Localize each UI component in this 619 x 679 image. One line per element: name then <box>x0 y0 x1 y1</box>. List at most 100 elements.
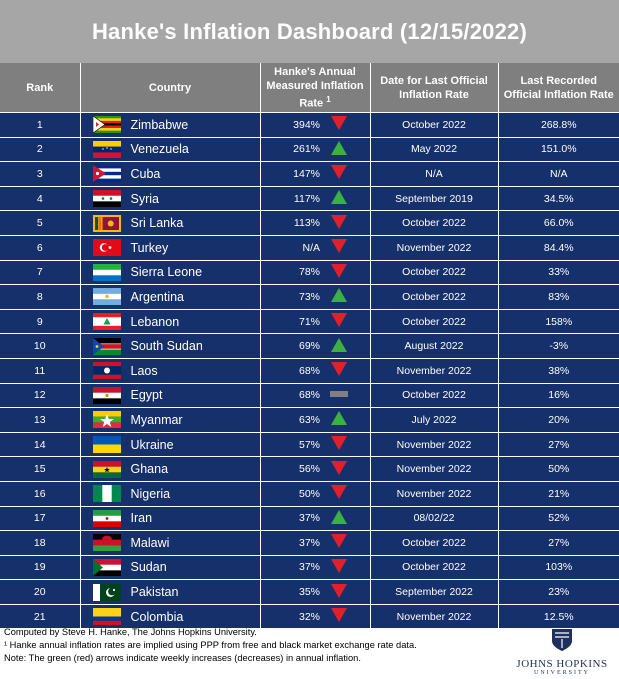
sudan-flag-icon <box>92 558 121 576</box>
hanke-rate-value: 56% <box>298 463 320 476</box>
official-rate-cell: 83% <box>497 284 619 310</box>
hanke-rate-value: 63% <box>298 413 320 426</box>
official-date-cell: October 2022 <box>369 308 498 334</box>
country-cell: Iran <box>79 505 260 531</box>
country-cell: South Sudan <box>79 333 260 359</box>
dashboard-title: Hanke's Inflation Dashboard (12/15/2022) <box>0 0 619 63</box>
country-cell: Argentina <box>79 284 260 310</box>
hanke-rate-value: 261% <box>293 143 320 156</box>
country-cell: Pakistan <box>79 579 260 605</box>
nigeria-flag-icon <box>92 485 121 503</box>
rank-cell: 6 <box>0 234 80 261</box>
country-cell: Nigeria <box>79 480 260 506</box>
up-arrow-icon <box>330 140 348 159</box>
hanke-rate-value: 394% <box>293 118 320 131</box>
hanke-rate-cell: 57% <box>259 431 370 457</box>
official-date-cell: May 2022 <box>369 136 498 162</box>
jhu-logo: JOHNS HOPKINS UNIVERSITY <box>510 628 614 676</box>
table-row: 21 Colombia 32% November 2022 12.5% <box>0 603 619 629</box>
official-date-cell: July 2022 <box>369 407 498 433</box>
official-date-cell: October 2022 <box>369 259 498 285</box>
rank-cell: 19 <box>0 554 80 580</box>
country-name: Malawi <box>130 535 170 550</box>
jhu-shield-icon <box>552 629 572 651</box>
official-rate-cell: -3% <box>497 333 619 359</box>
rank-cell: 9 <box>0 308 80 334</box>
venezuela-flag-icon <box>92 140 121 158</box>
egypt-flag-icon <box>92 386 121 404</box>
southsudan-flag-icon <box>92 337 121 355</box>
table-row: 14 Ukraine 57% November 2022 27% <box>0 431 619 457</box>
syria-flag-icon <box>92 190 121 208</box>
country-cell: Ghana <box>79 456 260 482</box>
down-arrow-icon <box>330 435 348 454</box>
country-name: Argentina <box>130 289 185 304</box>
rank-cell: 13 <box>0 407 80 433</box>
hanke-rate-value: 73% <box>298 290 320 303</box>
official-date-cell: November 2022 <box>369 234 498 261</box>
header-hanke-footnote: 1 <box>326 94 331 104</box>
table-row: 3 Cuba 147% N/A N/A <box>0 161 619 187</box>
official-date-cell: 08/02/22 <box>369 505 498 531</box>
rank-cell: 11 <box>0 357 80 384</box>
srilanka-flag-icon <box>92 214 121 232</box>
down-arrow-icon <box>330 115 348 134</box>
hanke-rate-cell: 68% <box>259 382 370 408</box>
cuba-flag-icon <box>92 165 121 183</box>
hanke-rate-value: 68% <box>298 389 320 402</box>
country-cell: Sudan <box>79 554 260 580</box>
down-arrow-icon <box>330 361 348 380</box>
table-row: 9 Lebanon 71% October 2022 158% <box>0 308 619 334</box>
rank-cell: 7 <box>0 259 80 285</box>
header-rank: Rank <box>0 63 80 113</box>
country-cell: Sierra Leone <box>79 259 260 285</box>
hanke-rate-cell: 73% <box>259 284 370 310</box>
table-row: 20 Pakistan 35% September 2022 23% <box>0 579 619 605</box>
down-arrow-icon <box>330 460 348 479</box>
rank-cell: 18 <box>0 530 80 556</box>
table-row: 18 Malawi 37% October 2022 27% <box>0 530 619 556</box>
country-name: Cuba <box>130 166 161 181</box>
ghana-flag-icon <box>92 460 121 478</box>
header-official-rate: Last Recorded Official Inflation Rate <box>497 63 619 113</box>
malawi-flag-icon <box>92 534 121 552</box>
iran-flag-icon <box>92 509 121 527</box>
hanke-rate-cell: 37% <box>259 530 370 556</box>
rank-cell: 2 <box>0 136 80 162</box>
table-row: 7 Sierra Leone 78% October 2022 33% <box>0 259 619 285</box>
table-row: 16 Nigeria 50% November 2022 21% <box>0 480 619 506</box>
official-rate-cell: 158% <box>497 308 619 334</box>
table-row: 1 Zimbabwe 394% October 2022 268.8% <box>0 112 619 138</box>
pakistan-flag-icon <box>92 583 121 601</box>
country-name: Lebanon <box>130 314 180 329</box>
official-date-cell: August 2022 <box>369 333 498 359</box>
hanke-rate-cell: 63% <box>259 407 370 433</box>
country-name: Syria <box>130 191 159 206</box>
jhu-logo-sub: UNIVERSITY <box>534 670 590 676</box>
official-rate-cell: 27% <box>497 530 619 556</box>
hanke-rate-value: 117% <box>293 192 320 205</box>
rank-cell: 20 <box>0 579 80 605</box>
down-arrow-icon <box>330 607 348 626</box>
table-row: 13 Myanmar 63% July 2022 20% <box>0 407 619 433</box>
sierraleone-flag-icon <box>92 263 121 281</box>
country-name: Laos <box>130 363 158 378</box>
table-row: 19 Sudan 37% October 2022 103% <box>0 554 619 580</box>
hanke-rate-cell: 32% <box>259 603 370 629</box>
country-cell: Lebanon <box>79 308 260 334</box>
hanke-rate-cell: 37% <box>259 554 370 580</box>
country-name: Turkey <box>130 240 169 255</box>
official-rate-cell: 34.5% <box>497 185 619 211</box>
country-cell: Syria <box>79 185 260 211</box>
official-date-cell: October 2022 <box>369 210 498 236</box>
hanke-rate-cell: 117% <box>259 185 370 211</box>
down-arrow-icon <box>330 312 348 331</box>
country-cell: Myanmar <box>79 407 260 433</box>
down-arrow-icon <box>330 214 348 233</box>
official-date-cell: October 2022 <box>369 284 498 310</box>
footer-footnote: ¹ Hanke annual inflation rates are impli… <box>4 640 417 650</box>
official-rate-cell: 52% <box>497 505 619 531</box>
hanke-rate-cell: 68% <box>259 357 370 384</box>
official-rate-cell: 20% <box>497 407 619 433</box>
table-row: 11 Laos 68% November 2022 38% <box>0 357 619 384</box>
